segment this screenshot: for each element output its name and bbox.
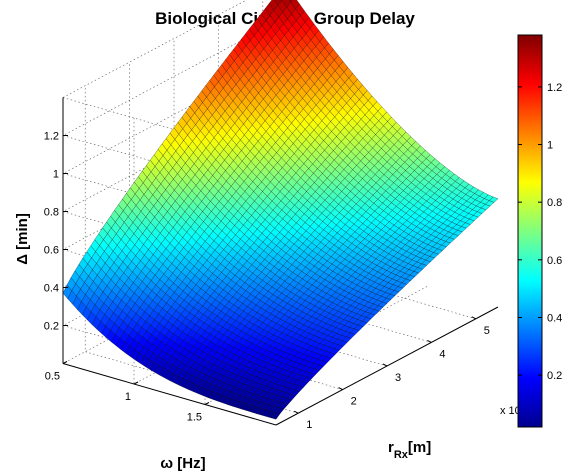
x-axis-label: ω [Hz] [160,455,205,472]
y-tick-mark [338,387,343,391]
colorbar-tick-label: 0.4 [547,312,562,324]
colorbar-tick-label: 0.6 [547,255,562,267]
z-tick-label: 1 [53,169,59,181]
y-tick-mark [293,410,299,414]
colorbar-tick-label: 0.8 [547,197,562,209]
y-tick-label: 4 [439,348,445,360]
colorbar-tick-label: 1 [547,140,553,152]
axis-ticks: 0.2 0.4 0.6 0.8 1 1.2 0.5 1 1.5 1 2 3 4 5 [44,131,490,432]
z-tick-label: 0.2 [44,321,59,333]
surface-patch [289,0,293,3]
surface-patch [488,196,499,203]
z-axis-label: Δ [min] [14,213,31,265]
colorbar [517,34,543,428]
y-tick-mark [427,339,432,343]
x-tick-mark [62,361,68,364]
y-tick-mark [382,363,388,367]
z-tick-label: 1.2 [44,131,59,143]
y-tick-label: 5 [484,325,490,337]
grid-line-z [62,17,286,198]
colorbar-tick-label: 1.2 [547,82,562,94]
x-tick-label: 1.5 [187,412,202,424]
x-tick-mark [204,402,210,405]
y-tick-mark [471,316,477,320]
x-tick-label: 0.5 [45,371,60,383]
z-tick-label: 0.8 [44,207,59,219]
z-tick-label: 0.6 [44,245,59,257]
y-axis-label-sub: Rx [394,449,409,461]
y-axis-label-unit: [m] [408,439,431,456]
z-tick-label: 0.4 [44,283,59,295]
y-axis-label-main: r [388,439,394,456]
y-axis-multiplier: x 10 [500,405,521,417]
x-tick-label: 1 [125,391,131,403]
y-tick-label: 1 [306,419,312,431]
x-tick-mark [133,381,139,385]
y-axis-label: rRx[m] [388,439,431,461]
colorbar-tick-label: 0.2 [547,370,562,382]
surface-plot [62,0,499,420]
y-tick-label: 2 [351,396,357,408]
y-tick-label: 3 [395,372,401,384]
colorbar-ticks: 0.2 0.4 0.6 0.8 1 1.2 [518,82,562,382]
x-axis-line [62,363,277,426]
